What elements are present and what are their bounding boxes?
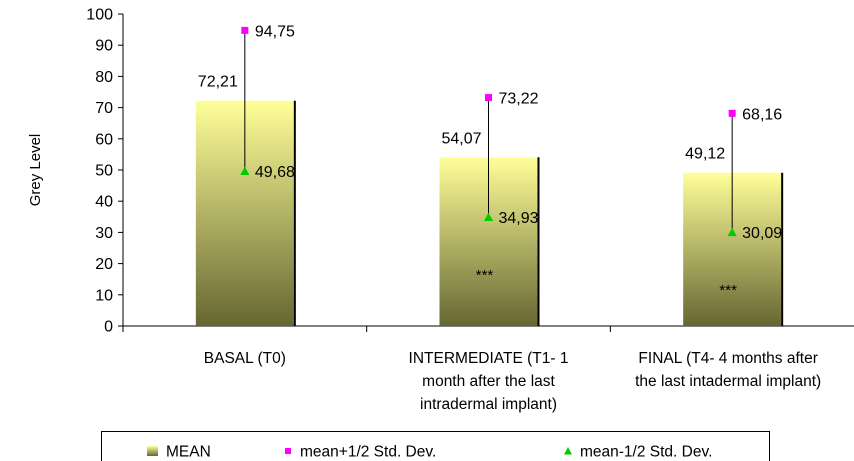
category-label-2-line-1: INTERMEDIATE (T1- 1: [409, 350, 569, 367]
y-tick-label-60: 60: [95, 131, 113, 148]
legend-box: [101, 431, 770, 461]
marker-plus-3: [728, 109, 736, 117]
label-plus-1: 94,75: [255, 23, 295, 40]
label-mean-1: 72,21: [198, 74, 238, 91]
y-tick-label-0: 0: [104, 319, 113, 336]
data-labels: 72,21 94,75 49,68 54,07 73,22 34,93 *** 49,12 68…: [198, 23, 782, 299]
label-mean-2: 54,07: [441, 130, 481, 147]
legend-label-mean: MEAN: [166, 444, 211, 461]
legend-label-mean-minus-half-std-dev: mean-1/2 Std. Dev.: [580, 444, 712, 461]
marker-plus-2: [485, 94, 492, 102]
y-tick-label-70: 70: [95, 100, 113, 117]
label-mean-3: 49,12: [685, 146, 725, 163]
y-tick-label-30: 30: [95, 225, 113, 242]
label-plus-3: 68,16: [742, 106, 782, 123]
error-bars: [240, 26, 737, 237]
marker-plus-1: [241, 26, 249, 34]
marker-minus-3: [727, 227, 737, 237]
y-axis-title: Grey Level: [27, 134, 44, 207]
category-label-3-line-1: FINAL (T4- 4 months after: [638, 350, 817, 367]
category-label-3-line-2: the last intadermal implant): [635, 373, 821, 390]
y-tick-label-100: 100: [86, 7, 113, 24]
legend-swatch-mean-plus-half-std-dev: [285, 448, 291, 454]
y-tick-label-80: 80: [95, 69, 113, 86]
y-tick-label-10: 10: [95, 287, 113, 304]
y-tick-label-50: 50: [95, 163, 113, 180]
label-minus-3: 30,09: [742, 225, 782, 242]
legend-label-mean-plus-half-std-dev: mean+1/2 Std. Dev.: [300, 444, 436, 461]
legend: MEAN mean+1/2 Std. Dev. mean-1/2 Std. Dev.: [101, 431, 770, 461]
y-tick-label-90: 90: [95, 38, 113, 55]
y-tick-label-40: 40: [95, 194, 113, 211]
label-minus-2: 34,93: [499, 210, 539, 227]
legend-swatch-mean-minus-half-std-dev: [564, 447, 572, 455]
significance-mark-2: ***: [476, 267, 494, 284]
legend-swatch-mean: [147, 446, 158, 456]
marker-minus-2: [484, 212, 493, 222]
marker-minus-1: [240, 166, 250, 175]
category-label-2-line-3: intradermal implant): [420, 396, 557, 413]
y-tick-label-20: 20: [95, 256, 113, 273]
significance-mark-3: ***: [719, 282, 737, 299]
category-label-1-line-1: BASAL (T0): [204, 350, 286, 367]
label-minus-1: 49,68: [255, 164, 295, 181]
category-label-2-line-2: month after the last: [422, 373, 555, 390]
label-plus-2: 73,22: [499, 91, 539, 108]
category-labels: BASAL (T0) INTERMEDIATE (T1- 1 month after…: [204, 350, 821, 413]
